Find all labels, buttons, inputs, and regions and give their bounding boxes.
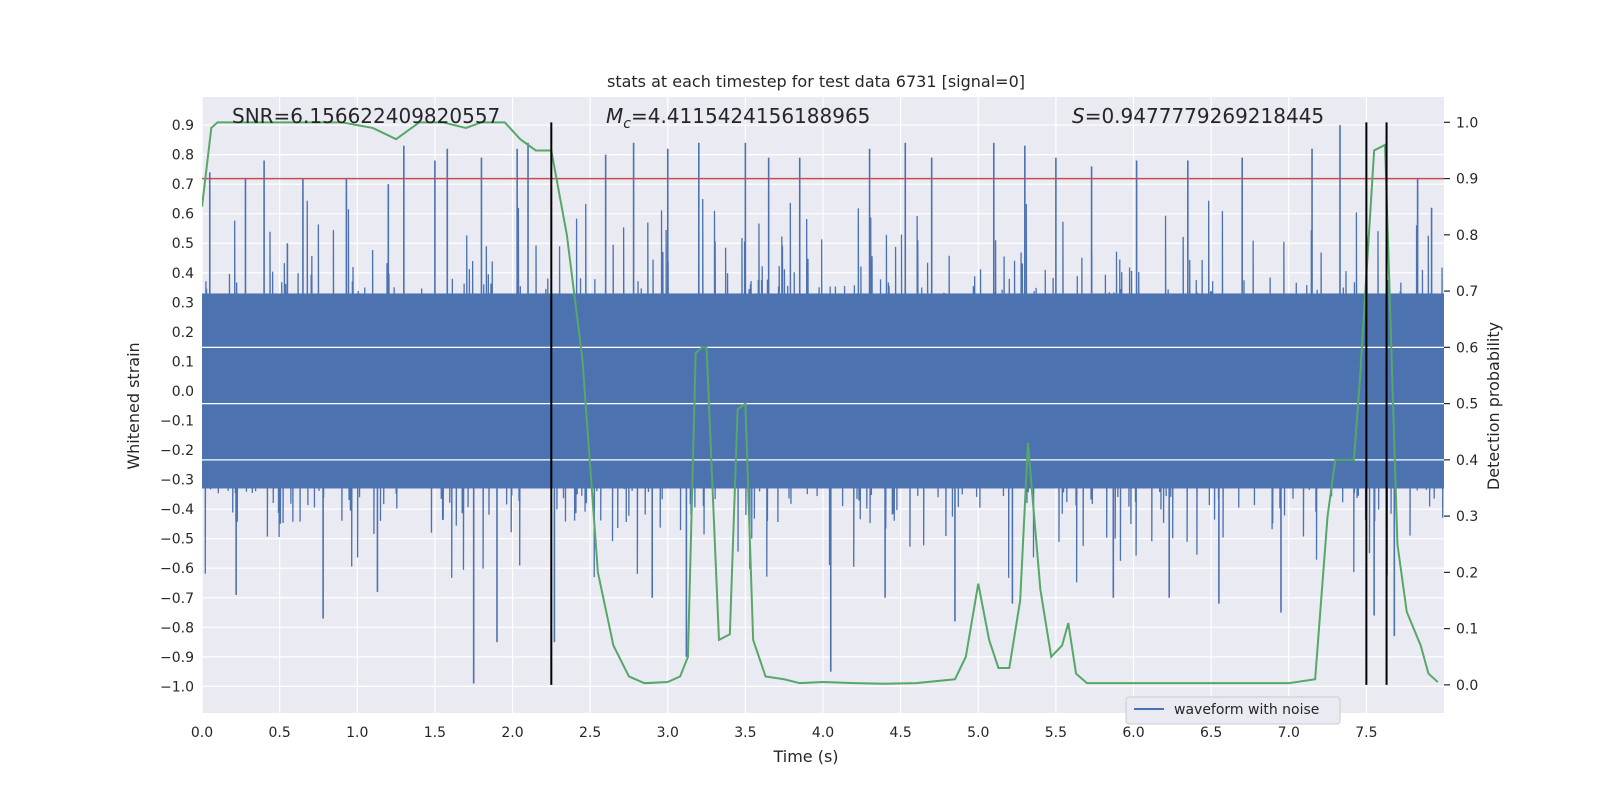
s-statistic-value: =0.9477779269218445 (1085, 104, 1324, 128)
y-left-tick-label: 0.9 (172, 118, 194, 134)
x-tick-label: 0.0 (191, 725, 213, 741)
x-axis-label: Time (s) (772, 747, 838, 766)
x-tick-label: 6.5 (1200, 725, 1222, 741)
y-right-tick-label: 0.5 (1456, 397, 1478, 413)
y-left-tick-label: 0.6 (172, 207, 194, 223)
x-tick-label: 5.0 (967, 725, 989, 741)
x-tick-label: 6.0 (1122, 725, 1144, 741)
y-left-tick-label: 0.8 (172, 148, 194, 164)
y-right-tick-label: 0.3 (1456, 509, 1478, 525)
y-left-tick-label: −0.7 (160, 591, 194, 607)
y-left-tick-label: 0.2 (172, 325, 194, 341)
x-axis-ticks: 0.0 0.5 1.0 1.5 2.0 2.5 3.0 3.5 4.0 4.5 5.0 5.5 6.0 6… (191, 725, 1378, 741)
y-left-tick-label: 0.7 (172, 177, 194, 193)
x-tick-label: 0.5 (268, 725, 290, 741)
y-left-tick-label: −0.5 (160, 532, 194, 548)
y-right-tick-label: 0.2 (1456, 565, 1478, 581)
s-statistic-annotation: S=0.9477779269218445 (1072, 104, 1324, 128)
y-right-tick-label: 0.4 (1456, 453, 1478, 469)
vertical-marker-lines (550, 122, 1388, 685)
y-left-tick-label: −0.9 (160, 650, 194, 666)
y-axis-left-label: Whitened strain (124, 342, 143, 469)
chirp-mass-value: =4.4115424156188965 (631, 104, 870, 128)
chirp-mass-symbol: M (606, 104, 623, 128)
x-tick-label: 3.0 (657, 725, 679, 741)
y-axis-right-label: Detection probability (1484, 322, 1503, 490)
y-left-tick-label: 0.0 (172, 384, 194, 400)
x-tick-label: 2.0 (501, 725, 523, 741)
y-left-tick-label: 0.5 (172, 236, 194, 252)
y-right-tick-label: 0.6 (1456, 340, 1478, 356)
chirp-mass-subscript: c (623, 116, 631, 132)
y-left-tick-label: −0.6 (160, 561, 194, 577)
waveform-series (202, 125, 1444, 684)
detection-probability-line (202, 121, 1439, 685)
x-tick-label: 5.5 (1045, 725, 1067, 741)
legend: waveform with noise (1125, 696, 1341, 725)
snr-annotation: SNR=6.156622409820557 (232, 104, 500, 128)
y-left-tick-label: −0.2 (160, 443, 194, 459)
y-left-tick-label: −1.0 (160, 679, 194, 695)
y-left-tick-label: −0.1 (160, 414, 194, 430)
y-axis-right-ticks: 1.0 0.9 0.8 0.7 0.6 0.5 0.4 0.3 0.2 0.1 0.0 (1444, 115, 1478, 694)
y-left-tick-label: 0.4 (172, 266, 194, 282)
x-tick-label: 4.5 (889, 725, 911, 741)
chirp-mass-annotation: Mc=4.4115424156188965 (606, 104, 870, 132)
waveform-dense-band (202, 293, 1444, 489)
x-tick-label: 1.0 (346, 725, 368, 741)
x-tick-label: 4.0 (812, 725, 834, 741)
legend-label-waveform: waveform with noise (1174, 702, 1319, 718)
x-tick-label: 7.0 (1278, 725, 1300, 741)
y-axis-left-ticks: 0.9 0.8 0.7 0.6 0.5 0.4 0.3 0.2 0.1 0.0 −0.1 −0.2 −0… (160, 118, 194, 695)
y-left-tick-label: −0.3 (160, 473, 194, 489)
s-statistic-symbol: S (1072, 104, 1085, 128)
chart-title: stats at each timestep for test data 673… (607, 72, 1025, 91)
legend-box (1125, 696, 1341, 725)
y-left-tick-label: −0.8 (160, 620, 194, 636)
x-tick-label: 3.5 (734, 725, 756, 741)
y-right-tick-label: 0.8 (1456, 228, 1478, 244)
y-left-tick-label: 0.3 (172, 295, 194, 311)
y-left-tick-label: −0.4 (160, 502, 194, 518)
x-tick-label: 2.5 (579, 725, 601, 741)
y-right-tick-label: 0.9 (1456, 172, 1478, 188)
y-right-tick-label: 0.0 (1456, 678, 1478, 694)
y-right-tick-label: 1.0 (1456, 115, 1478, 131)
y-right-tick-label: 0.7 (1456, 284, 1478, 300)
x-tick-label: 1.5 (424, 725, 446, 741)
y-left-tick-label: 0.1 (172, 354, 194, 370)
x-tick-label: 7.5 (1355, 725, 1377, 741)
y-right-tick-label: 0.1 (1456, 622, 1478, 638)
